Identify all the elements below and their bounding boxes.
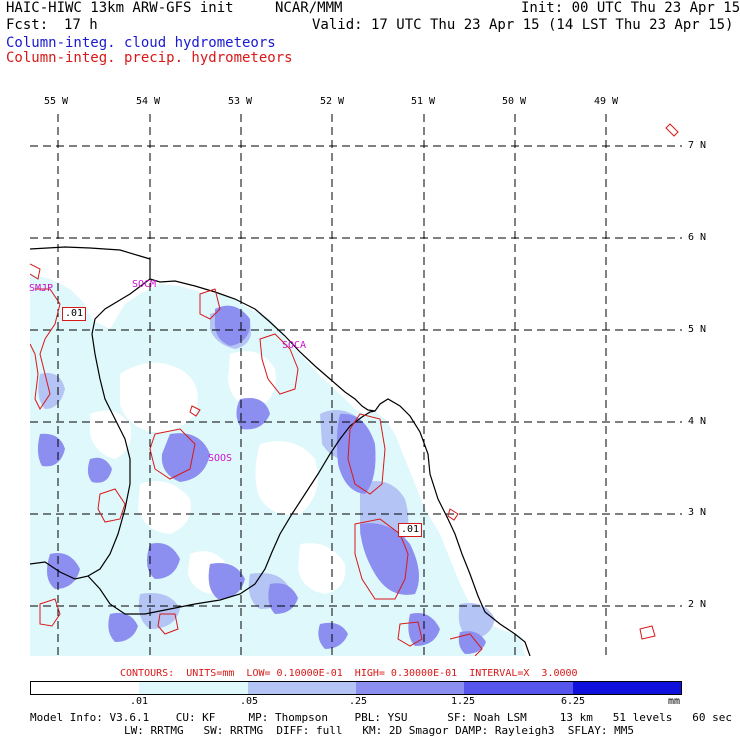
model-info-line-2: LW: RRTMG SW: RRTMG DIFF: full KM: 2D Sm… xyxy=(124,724,634,737)
valid-time: Valid: 17 UTC Thu 23 Apr 15 (14 LST Thu … xyxy=(312,17,734,33)
lat-label-6n: 6 N xyxy=(688,232,707,243)
lon-label-53w: 53 W xyxy=(228,96,253,107)
lat-label-4n: 4 N xyxy=(688,416,707,427)
lat-label-2n: 2 N xyxy=(688,599,707,610)
station-smjp: SMJP xyxy=(29,283,54,294)
station-soca: SOCA xyxy=(282,340,307,351)
precip-contours xyxy=(30,123,679,656)
colorbar-tick-625: 6.25 xyxy=(561,696,586,707)
color-bar xyxy=(30,681,682,695)
lat-label-3n: 3 N xyxy=(688,507,707,518)
colorbar-tick-05: .05 xyxy=(240,696,259,707)
contour-label-1: .01 xyxy=(62,307,87,321)
colorbar-segment xyxy=(139,682,248,694)
forecast-label: Fcst: xyxy=(6,17,49,33)
coast-and-borders xyxy=(30,246,531,656)
lon-label-54w: 54 W xyxy=(136,96,161,107)
cloud-field-label: Column-integ. cloud hydrometeors xyxy=(6,35,276,51)
forecast-hour: 17 h xyxy=(64,17,98,33)
model-info-line-1: Model Info: V3.6.1 CU: KF MP: Thompson P… xyxy=(30,711,732,724)
lon-label-49w: 49 W xyxy=(594,96,619,107)
lat-label-5n: 5 N xyxy=(688,324,707,335)
station-socm: SOCM xyxy=(132,279,157,290)
lon-label-50w: 50 W xyxy=(502,96,527,107)
colorbar-segment xyxy=(572,682,681,694)
colorbar-segment xyxy=(355,682,465,694)
init-time: Init: 00 UTC Thu 23 Apr 15 xyxy=(521,0,740,16)
lon-label-52w: 52 W xyxy=(320,96,345,107)
colorbar-tick-125: 1.25 xyxy=(451,696,476,707)
lon-label-51w: 51 W xyxy=(411,96,436,107)
colorbar-tick-01: .01 xyxy=(130,696,149,707)
contour-label-2: .01 xyxy=(398,523,423,537)
map-title: HAIC-HIWC 13km ARW-GFS init xyxy=(6,0,234,16)
colorbar-tick-25: .25 xyxy=(349,696,368,707)
colorbar-segment xyxy=(247,682,356,694)
organization: NCAR/MMM xyxy=(275,0,343,16)
map-plot xyxy=(30,114,682,656)
precip-field-label: Column-integ. precip. hydrometeors xyxy=(6,50,293,66)
contour-info: CONTOURS: UNITS=mm LOW= 0.10000E-01 HIGH… xyxy=(120,668,578,679)
colorbar-segment xyxy=(464,682,573,694)
lon-label-55w: 55 W xyxy=(44,96,69,107)
station-soos: SOOS xyxy=(208,453,233,464)
lat-label-7n: 7 N xyxy=(688,140,707,151)
colorbar-units: mm xyxy=(668,696,681,707)
colorbar-segment xyxy=(31,682,140,694)
